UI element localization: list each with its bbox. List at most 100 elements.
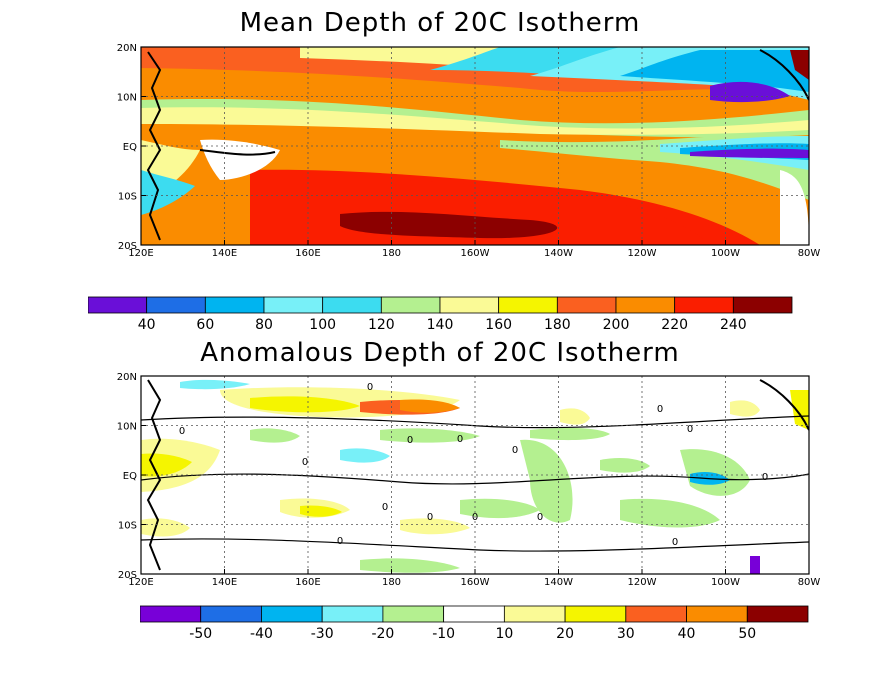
zero-contour-labels: 000000000000000 bbox=[179, 382, 768, 548]
contour-lines bbox=[141, 415, 809, 552]
colorbar-label: 40 bbox=[678, 626, 696, 642]
colorbar-swatch bbox=[615, 296, 676, 314]
x-tick-label: 100W bbox=[711, 248, 740, 259]
colorbar-label: 20 bbox=[556, 626, 574, 642]
x-tick-label: 140E bbox=[212, 248, 237, 259]
mean-depth-map: 120E 140E 160E 180 160W 140W 120W 100W 80W 20N 10… bbox=[117, 43, 821, 259]
anomaly-depth-colorbar: -50 -40 -30 -20 -10 10 20 30 40 50 bbox=[140, 605, 809, 642]
colorbar-swatch bbox=[88, 296, 148, 314]
colorbar-label: 160 bbox=[485, 317, 512, 333]
anomaly-depth-map: 000000000000000 120E140E160E180160W140W1… bbox=[117, 372, 821, 588]
colorbar-swatch bbox=[686, 605, 748, 623]
colorbar-swatch bbox=[746, 605, 809, 623]
colorbar-swatch bbox=[674, 296, 734, 314]
mean-depth-colorbar: 40 60 80 100 120 140 160 180 200 220 240 bbox=[88, 296, 793, 333]
x-tick-label: 140E bbox=[212, 577, 237, 588]
x-tick-label: 160W bbox=[461, 248, 490, 259]
y-tick-label: 10N bbox=[117, 422, 137, 433]
contour-label: 0 bbox=[382, 502, 388, 513]
colorbar-label: 120 bbox=[368, 317, 395, 333]
contour-label: 0 bbox=[512, 445, 518, 456]
x-tick-label: 140W bbox=[544, 577, 573, 588]
y-tick-label: 10N bbox=[117, 93, 137, 104]
colorbar-label: 10 bbox=[495, 626, 513, 642]
chart-title-anomaly: Anomalous Depth of 20C Isotherm bbox=[200, 338, 680, 368]
contour-label: 0 bbox=[367, 382, 373, 393]
colorbar-swatch bbox=[625, 605, 687, 623]
colorbar-label: 50 bbox=[738, 626, 756, 642]
y-tick-label: 10S bbox=[118, 192, 137, 203]
x-tick-label: 120W bbox=[628, 248, 657, 259]
x-tick-label: 80W bbox=[798, 248, 821, 259]
contour-label: 0 bbox=[302, 457, 308, 468]
x-tick-label: 80W bbox=[798, 577, 821, 588]
colorbar-swatch bbox=[204, 296, 265, 314]
colorbar-swatch bbox=[200, 605, 262, 623]
colorbar-swatch bbox=[261, 605, 323, 623]
colorbar-swatch bbox=[732, 296, 793, 314]
colorbar-label: -20 bbox=[371, 626, 394, 642]
chart-title-mean: Mean Depth of 20C Isotherm bbox=[239, 8, 641, 38]
x-tick-label: 160E bbox=[295, 248, 320, 259]
colorbar-label: 240 bbox=[720, 317, 747, 333]
colorbar-swatch bbox=[564, 605, 627, 623]
y-tick-label: 20N bbox=[117, 372, 137, 383]
colorbar-swatch bbox=[380, 296, 441, 314]
colorbar-swatch bbox=[322, 296, 382, 314]
colorbar-swatch bbox=[498, 296, 558, 314]
y-tick-label: 20S bbox=[118, 570, 137, 581]
colorbar-swatch bbox=[146, 296, 206, 314]
x-tick-label: 100W bbox=[711, 577, 740, 588]
colorbar-label: -10 bbox=[432, 626, 455, 642]
contour-label: 0 bbox=[657, 404, 663, 415]
contour-label: 0 bbox=[687, 424, 693, 435]
colorbar-swatch bbox=[321, 605, 384, 623]
contour-label: 0 bbox=[337, 536, 343, 547]
colorbar-label: 40 bbox=[138, 317, 156, 333]
colorbar-swatch bbox=[263, 296, 324, 314]
coastline bbox=[146, 49, 809, 241]
colorbar-swatch bbox=[140, 605, 202, 623]
colorbar-label: 140 bbox=[427, 317, 454, 333]
x-tick-label: 120E bbox=[128, 577, 153, 588]
coastline bbox=[146, 379, 809, 571]
x-tick-label: 120E bbox=[128, 248, 153, 259]
y-axis-ticks: 20N 10N EQ 10S 20S bbox=[117, 372, 146, 581]
contour-label: 0 bbox=[179, 426, 185, 437]
colorbar-label: -40 bbox=[250, 626, 273, 642]
y-tick-label: EQ bbox=[123, 142, 137, 153]
colorbar-label: 100 bbox=[309, 317, 336, 333]
colorbar-label: 220 bbox=[661, 317, 688, 333]
colorbar-swatch bbox=[439, 296, 500, 314]
x-tick-label: 140W bbox=[544, 248, 573, 259]
colorbar-swatch bbox=[556, 296, 617, 314]
grid-lines bbox=[141, 376, 809, 574]
grid-lines bbox=[141, 47, 809, 245]
contour-label: 0 bbox=[407, 435, 413, 446]
y-tick-label: 20N bbox=[117, 43, 137, 54]
colorbar-label: 200 bbox=[603, 317, 630, 333]
colorbar-label: -30 bbox=[311, 626, 334, 642]
colorbar-swatch bbox=[382, 605, 445, 623]
colorbar-label: 30 bbox=[617, 626, 635, 642]
contour-label: 0 bbox=[427, 512, 433, 523]
y-tick-label: 20S bbox=[118, 241, 137, 252]
colorbar-label: 60 bbox=[196, 317, 214, 333]
y-axis-ticks: 20N 10N EQ 10S 20S bbox=[117, 43, 146, 252]
x-axis-ticks: 120E 140E 160E 180 160W 140W 120W 100W 80W bbox=[128, 569, 820, 588]
x-tick-label: 180 bbox=[382, 577, 401, 588]
colorbar-label: 80 bbox=[255, 317, 273, 333]
x-tick-label: 160E bbox=[295, 577, 320, 588]
x-tick-label: 180 bbox=[382, 248, 401, 259]
x-axis-ticks: 120E 140E 160E 180 160W 140W 120W 100W 80W bbox=[128, 240, 820, 259]
colorbar-label: 180 bbox=[544, 317, 571, 333]
contour-label: 0 bbox=[762, 472, 768, 483]
colorbar-swatch bbox=[503, 605, 566, 623]
contour-label: 0 bbox=[537, 512, 543, 523]
x-tick-label: 120W bbox=[628, 577, 657, 588]
x-tick-label: 160W bbox=[461, 577, 490, 588]
colorbar-swatch bbox=[443, 605, 505, 623]
colorbar-label: -50 bbox=[189, 626, 212, 642]
y-tick-label: EQ bbox=[123, 471, 137, 482]
y-tick-label: 10S bbox=[118, 521, 137, 532]
